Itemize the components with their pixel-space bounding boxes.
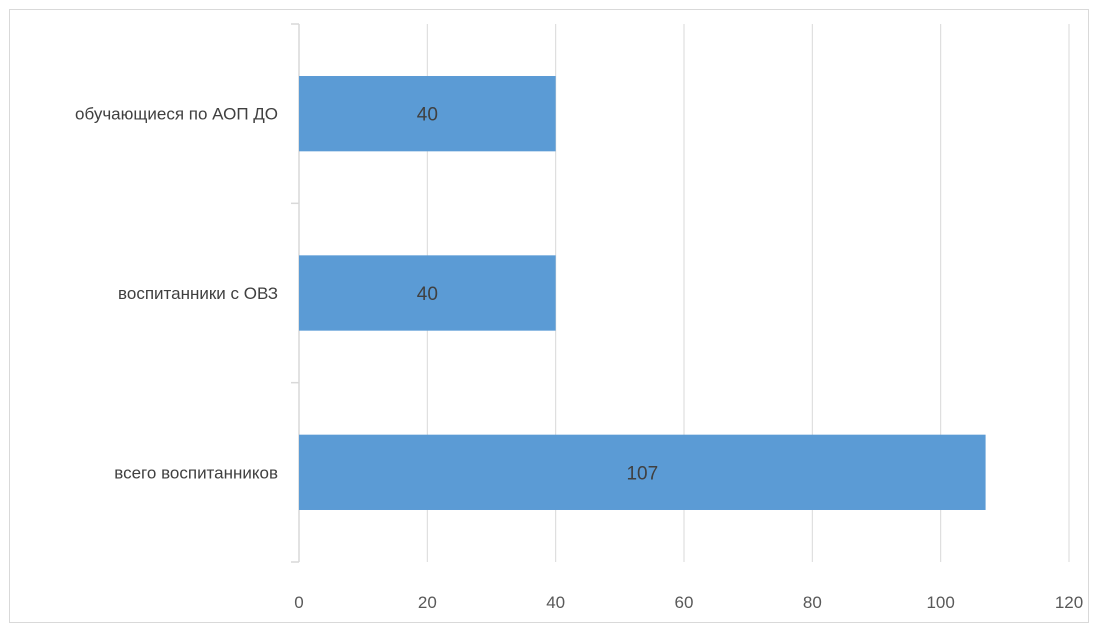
category-axis [291, 23, 300, 563]
data-label: 107 [626, 463, 658, 484]
data-labels: 40 40 107 [417, 105, 658, 485]
category-labels: обучающиеся по АОП ДО воспитанники с ОВЗ в… [75, 105, 278, 483]
data-label: 40 [417, 105, 438, 126]
x-tick-label: 0 [294, 593, 303, 612]
x-tick-labels: 0 20 40 60 80 100 120 [294, 593, 1083, 612]
x-tick-label: 20 [418, 593, 437, 612]
category-label: воспитанники с ОВЗ [118, 284, 278, 303]
category-label: обучающиеся по АОП ДО [75, 105, 278, 124]
bars [299, 76, 986, 510]
x-tick-label: 40 [546, 593, 565, 612]
x-tick-label: 60 [675, 593, 694, 612]
data-label: 40 [417, 284, 438, 305]
bar [299, 434, 986, 510]
category-label: всего воспитанников [114, 463, 278, 482]
x-tick-label: 80 [803, 593, 822, 612]
bar [299, 76, 556, 152]
x-tick-label: 120 [1055, 593, 1083, 612]
bar [299, 255, 556, 331]
x-tick-label: 100 [926, 593, 954, 612]
